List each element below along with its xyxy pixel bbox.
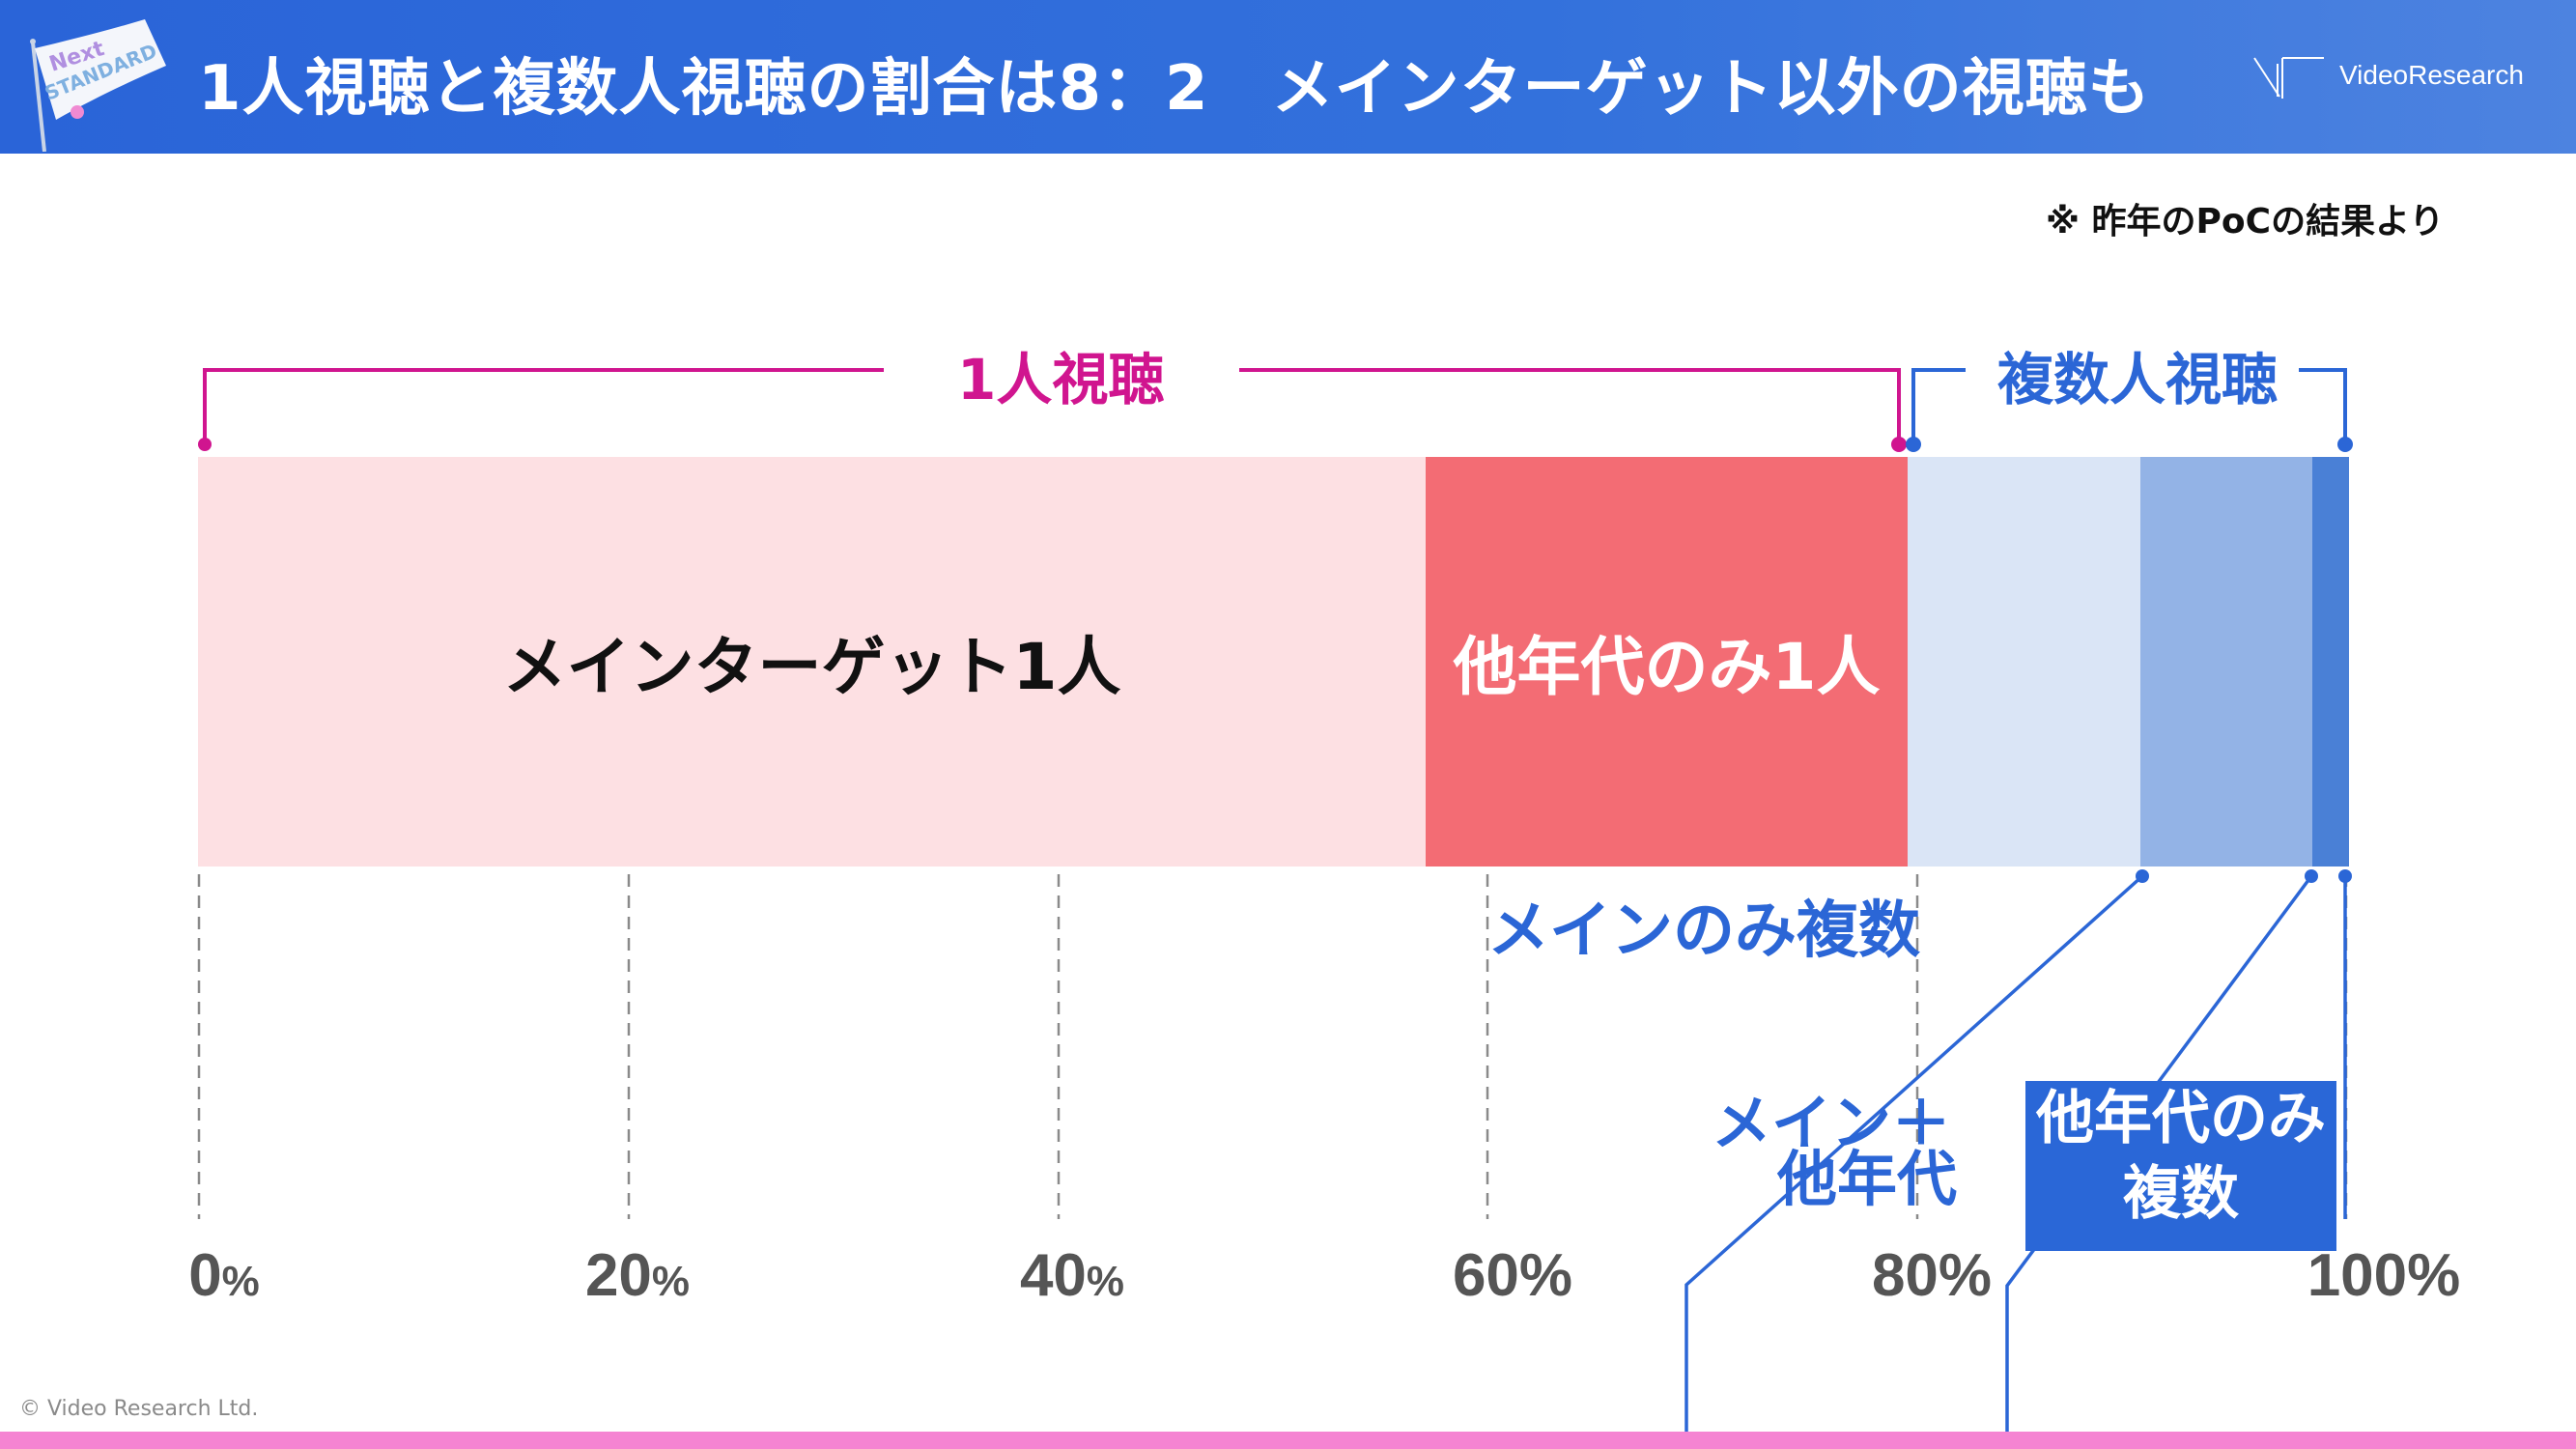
multi-viewing-label: 複数人視聴	[1982, 334, 2294, 415]
segment-main-single	[198, 457, 1426, 867]
label-main-plus-other-line1: メイン＋	[1712, 1088, 1952, 1158]
x-tick-0: 0%	[188, 1242, 260, 1309]
label-other-multi-box: 他年代のみ 複数	[2025, 1081, 2336, 1251]
label-main-multi: メインのみ複数	[1487, 895, 1920, 967]
label-main-plus-other-line2: 他年代	[1777, 1144, 1958, 1214]
next-standard-flag-icon: Next STANDARD	[30, 19, 166, 152]
single-viewing-label: 1人視聴	[942, 334, 1180, 415]
label-other-multi-line2: 複数	[2123, 1160, 2239, 1228]
segment-other-single	[1426, 457, 1908, 867]
x-tick-100: 100%	[2307, 1242, 2461, 1309]
logo-text: VideoResearch	[2339, 60, 2524, 90]
segment-other-multi	[2312, 457, 2349, 867]
gridlines	[197, 874, 2348, 1219]
label-other-multi-line1: 他年代のみ	[2036, 1085, 2326, 1152]
page-title: 1人視聴と複数人視聴の割合は8：2 メインターゲット以外の視聴も	[198, 53, 2151, 125]
x-tick-20: 20%	[584, 1242, 691, 1309]
header-bar: Next STANDARD 1人視聴と複数人視聴の割合は8：2 メインターゲット…	[0, 0, 2576, 154]
x-tick-60: 60%	[1452, 1242, 1573, 1309]
segment-main-multi	[1908, 457, 2140, 867]
label-main-single: メインターゲット1人	[502, 630, 1121, 704]
callout-connectors	[1684, 874, 2347, 1449]
copyright: © Video Research Ltd.	[19, 1397, 259, 1421]
segment-main-plus-other	[2140, 457, 2312, 867]
x-tick-40: 40%	[1019, 1242, 1125, 1309]
x-tick-80: 80%	[1871, 1242, 1993, 1309]
video-research-logo: VideoResearch	[2250, 54, 2540, 102]
label-other-single: 他年代のみ1人	[1453, 630, 1881, 704]
footer-strip	[0, 1432, 2576, 1449]
video-research-logo-icon	[2253, 57, 2324, 99]
multi-viewing-bracket	[1911, 368, 2347, 444]
single-viewing-bracket	[203, 368, 1901, 444]
source-note: ※ 昨年のPoCの結果より	[2046, 202, 2445, 242]
